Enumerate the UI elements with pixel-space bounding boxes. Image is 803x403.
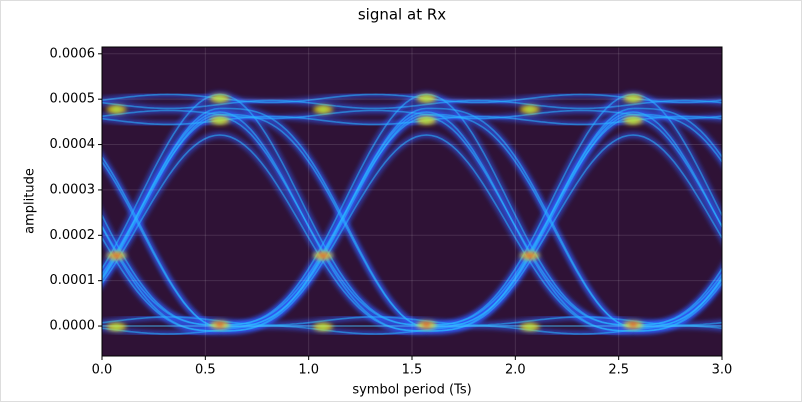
x-tick-label: 2.0 [505, 363, 526, 378]
y-tick-label: 0.0005 [50, 92, 96, 107]
x-tick-label: 0.5 [195, 363, 216, 378]
eye-hotspot-core [215, 95, 224, 101]
eye-trace [219, 93, 634, 326]
eye-trace [102, 134, 427, 332]
y-tick-label: 0.0003 [50, 182, 96, 197]
eye-pattern [102, 91, 722, 338]
x-tick-label: 1.5 [402, 363, 423, 378]
y-axis-label: amplitude [23, 168, 38, 234]
eye-trace [633, 272, 722, 326]
eye-trace [633, 107, 722, 159]
eye-hotspot-core [525, 106, 534, 112]
eye-trace [219, 134, 634, 332]
eye-hotspot-core [422, 117, 431, 123]
eye-trace [102, 93, 427, 326]
eye-trace [633, 281, 722, 332]
x-tick-label: 3.0 [712, 363, 733, 378]
eye-trace [102, 109, 722, 120]
x-tick-label: 0.0 [92, 363, 113, 378]
eye-hotspot-core [629, 95, 638, 101]
eye-trace [426, 134, 722, 332]
eye-trace [102, 99, 722, 110]
eye-hotspot-core [215, 117, 224, 123]
eye-trace [102, 111, 427, 332]
eye-trace [102, 316, 722, 326]
eye-trace [102, 225, 220, 332]
eye-hotspot-core [629, 322, 638, 328]
eye-hotspot-core [215, 322, 224, 328]
eye-trace [102, 224, 220, 326]
x-tick-label: 1.0 [298, 363, 319, 378]
eye-hotspot-core [112, 324, 121, 330]
eye-trace [633, 267, 722, 326]
x-axis-label: symbol period (Ts) [352, 383, 471, 398]
eye-trace [102, 236, 220, 332]
eye-hotspot-core [629, 117, 638, 123]
eye-trace [102, 160, 220, 328]
y-tick-label: 0.0006 [50, 46, 96, 61]
chart-title: signal at Rx [358, 6, 446, 24]
eye-hotspot-core [319, 324, 328, 330]
x-tick-label: 2.5 [608, 363, 629, 378]
eye-trace [426, 93, 722, 326]
eye-hotspot-core [319, 106, 328, 112]
grid [101, 47, 723, 356]
eye-hotspot-core [422, 322, 431, 328]
y-tick-label: 0.0001 [50, 273, 96, 288]
y-tick-label: 0.0002 [50, 228, 96, 243]
eye-hotspot-core [525, 253, 534, 259]
eye-hotspot-core [525, 324, 534, 330]
eye-hotspot-core [112, 106, 121, 112]
y-tick-label: 0.0004 [50, 137, 96, 152]
eye-hotspot-core [112, 253, 121, 259]
eye-hotspot-core [422, 95, 431, 101]
eye-trace [102, 325, 722, 335]
eye-trace [102, 213, 220, 326]
y-tick-label: 0.0000 [50, 319, 96, 334]
eye-hotspot-core [319, 253, 328, 259]
